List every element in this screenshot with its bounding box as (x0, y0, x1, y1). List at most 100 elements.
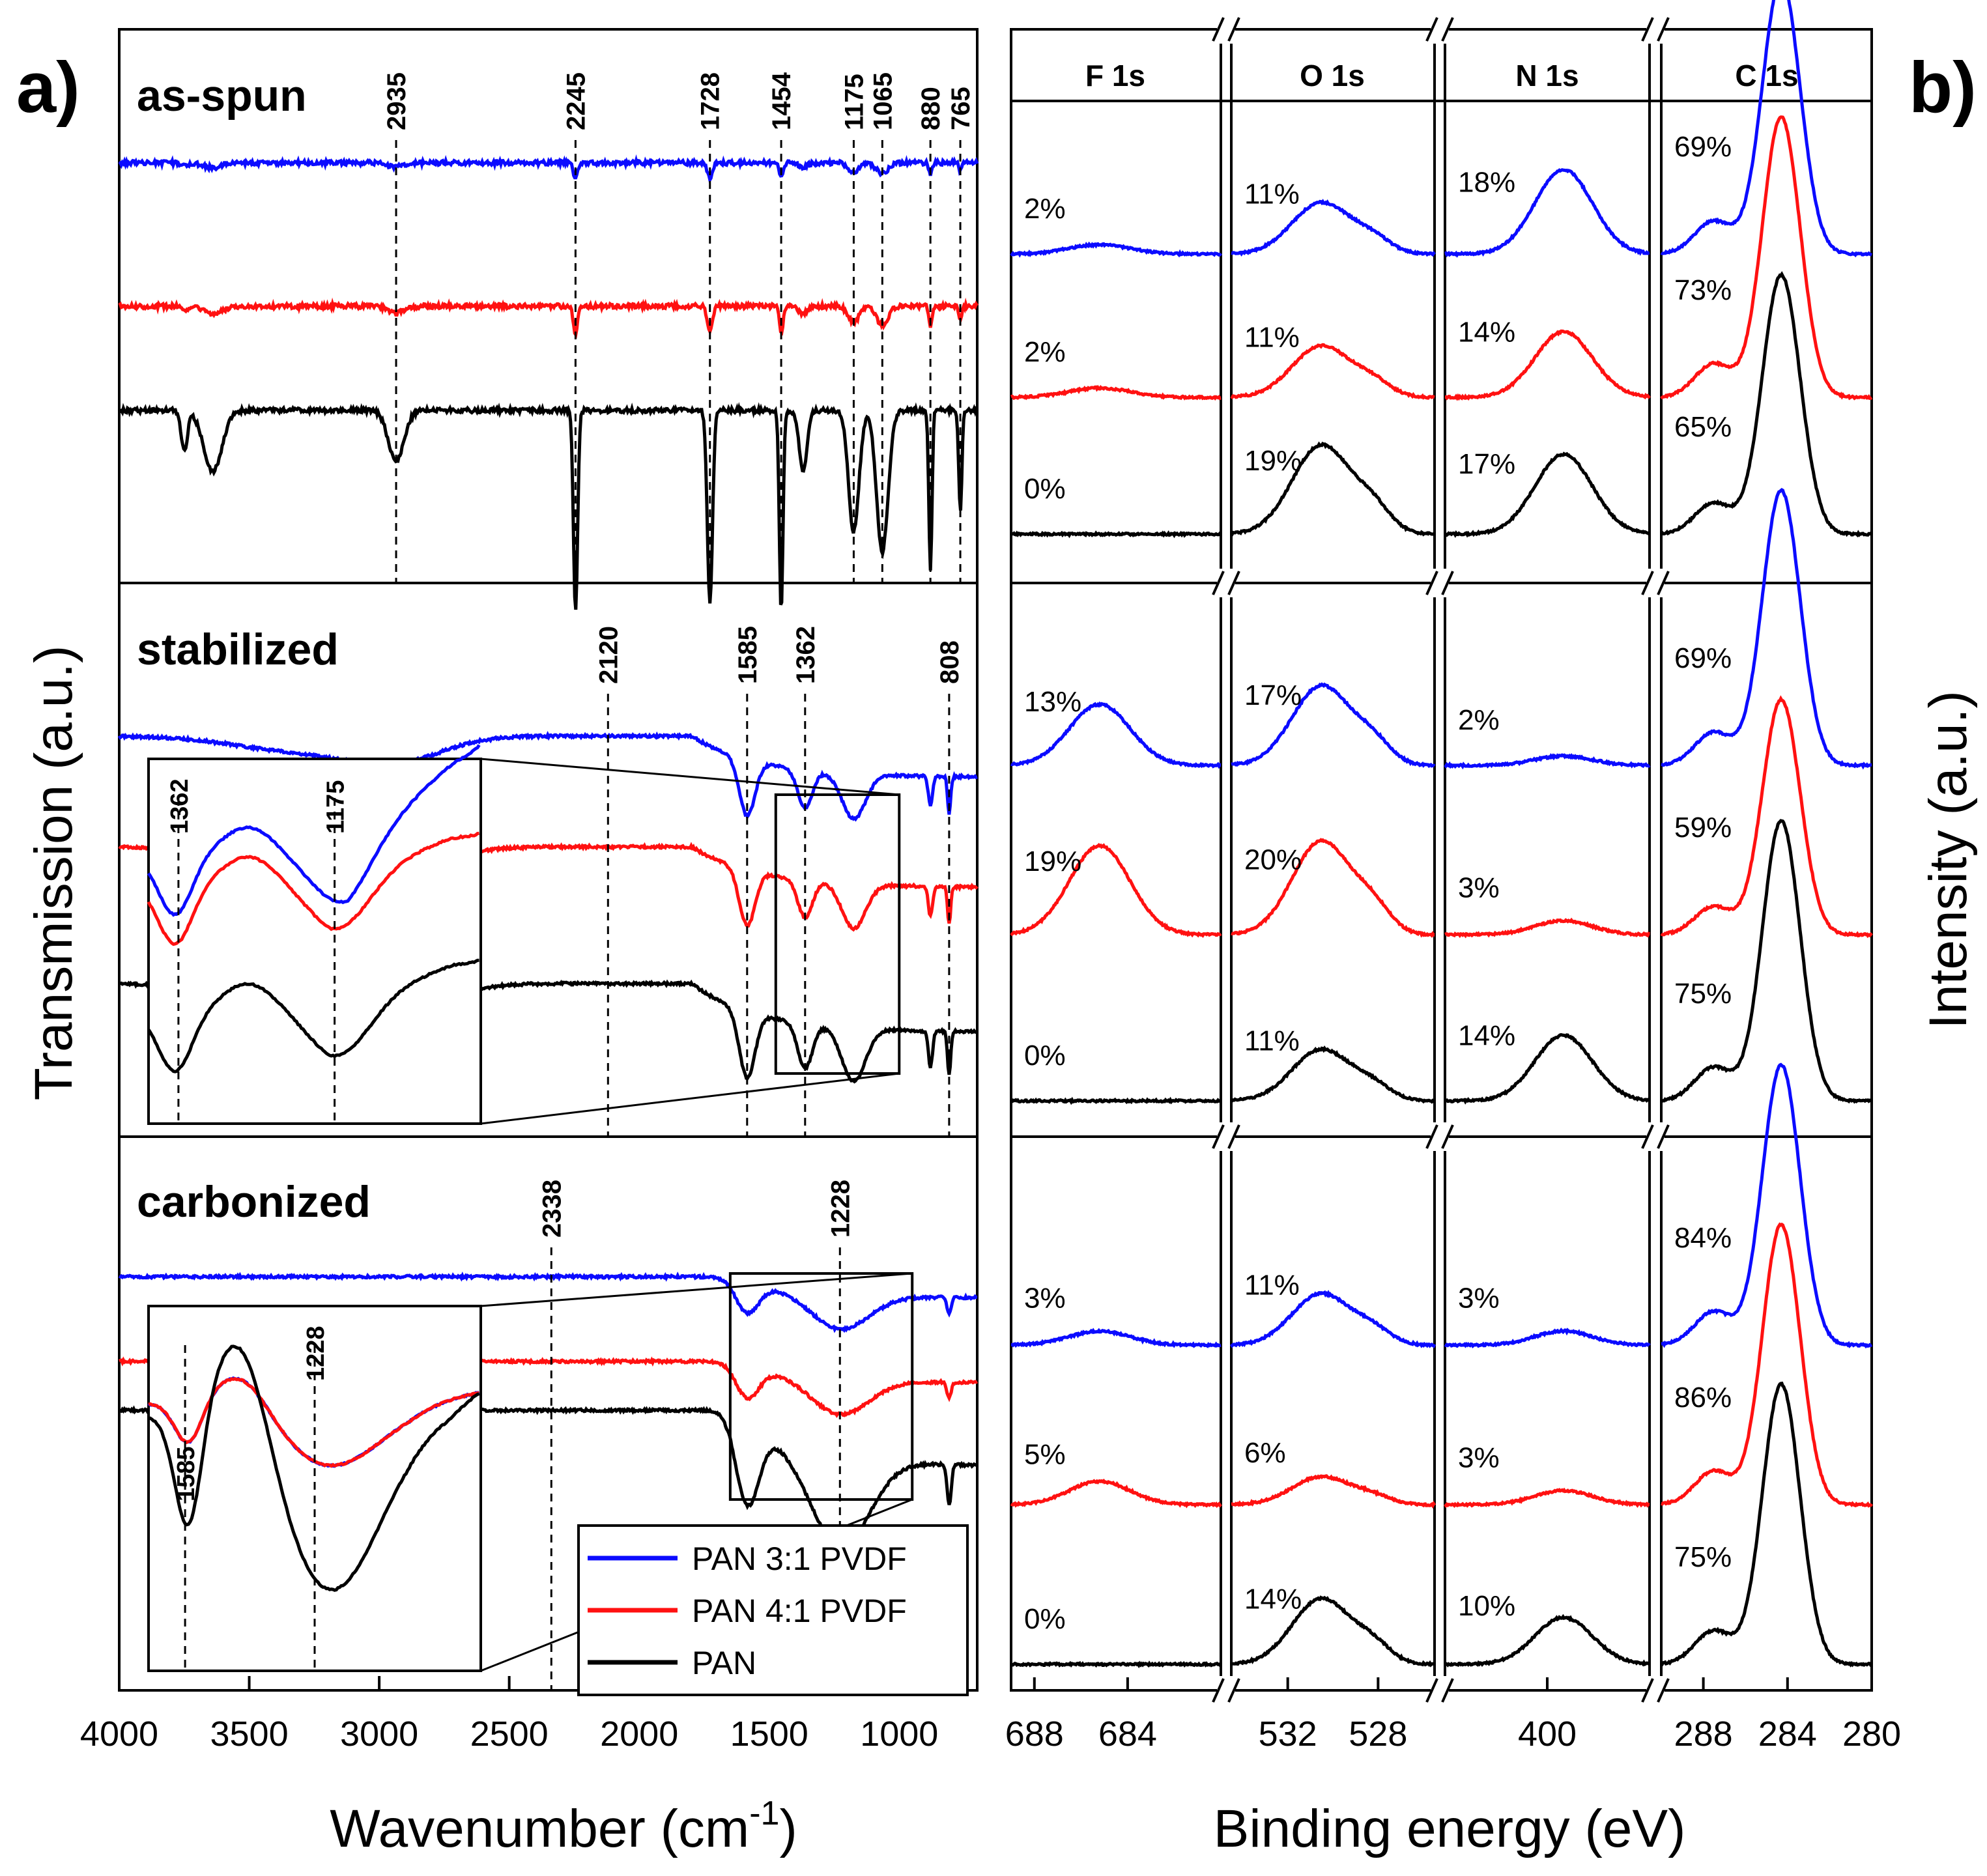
peak-marker-label: 1065 (868, 72, 897, 130)
atomic-percent-label: 2% (1458, 704, 1500, 736)
xps-line-n-1s-pan-4-1-pvdf (1443, 1487, 1650, 1509)
xps-line-o-1s-pan-4-1-pvdf (1230, 343, 1435, 400)
inset-marker-label: 1362 (166, 778, 193, 834)
inset-carbonized: 1228 1585 (147, 1305, 482, 1672)
xps-x-axis-label: Binding energy (eV) (1214, 1799, 1686, 1858)
ftir-frame (118, 28, 979, 1692)
axis-break-mark (1425, 17, 1438, 42)
atomic-percent-label: 19% (1024, 846, 1081, 877)
atomic-percent-label: 10% (1458, 1590, 1515, 1622)
axis-break-mark (1641, 1124, 1654, 1149)
ftir-line-pan-3-1-pvdf (118, 1272, 978, 1333)
xps-line-c-1s-pan-4-1-pvdf (1661, 1222, 1873, 1508)
panel-b-label: b) (1909, 48, 1977, 128)
atomic-percent-label: 69% (1674, 131, 1732, 163)
xps-line-f-1s-pan-4-1-pvdf (1010, 384, 1222, 401)
ftir-x-tick-label: 1000 (860, 1714, 938, 1754)
panel-a-label: a) (16, 48, 80, 128)
xps-stage-carbonized: 3% 5% 0% 11% 6% 14% 3% 3% 10% 84% 86% 75% (1010, 1062, 1873, 1669)
peak-marker-label: 765 (947, 87, 975, 130)
xps-x-tick-label: 400 (1518, 1714, 1577, 1754)
atomic-percent-label: 17% (1244, 679, 1302, 711)
axis-break-mark (1641, 17, 1654, 42)
xps-line-c-1s-pan-4-1-pvdf (1660, 115, 1873, 401)
xps-line-o-1s-pan-3-1-pvdf (1231, 199, 1436, 257)
axis-break-gap (1217, 1676, 1235, 1705)
xps-x-tick-label: 528 (1349, 1714, 1407, 1754)
atomic-percent-label: 17% (1458, 448, 1515, 480)
inset-marker-label: 1175 (322, 780, 350, 834)
peak-marker-label: 1228 (826, 1180, 855, 1238)
carbonized-zoom-box (728, 1272, 914, 1501)
panel-title-stabilized: stabilized (137, 625, 339, 674)
panel-title-as-spun: as-spun (137, 71, 307, 121)
xps-line-n-1s-pan-4-1-pvdf (1444, 917, 1651, 939)
ftir-x-tick-label: 2500 (470, 1714, 549, 1754)
atomic-percent-label: 3% (1458, 1282, 1500, 1314)
xps-line-o-1s-pan (1230, 1045, 1436, 1104)
peak-marker-label: 1175 (840, 74, 868, 130)
axis-break-mark (1227, 1678, 1240, 1703)
ftir-y-axis-label: Transmission (a.u.) (24, 646, 83, 1101)
axis-break-mark (1212, 571, 1225, 595)
xps-stage-stabilized: 13% 19% 0% 17% 20% 11% 2% 3% 14% 69% 59% 75% (1010, 488, 1873, 1105)
axis-break-gap (1431, 569, 1449, 597)
peak-marker-label: 880 (917, 87, 945, 130)
axis-break-gap (1646, 1676, 1665, 1705)
xps-line-n-1s-pan (1444, 451, 1650, 538)
atomic-percent-label: 2% (1024, 193, 1066, 225)
peak-marker-label: 2245 (562, 72, 590, 130)
atomic-percent-label: 14% (1458, 1020, 1515, 1052)
axis-break-gap (1217, 1122, 1235, 1151)
xps-line-f-1s-pan-4-1-pvdf (1010, 1479, 1222, 1509)
legend-label-pan: PAN (692, 1645, 756, 1681)
stabilized-zoom-box (774, 793, 901, 1075)
xps-x-tick-label: 688 (1005, 1714, 1064, 1754)
ftir-line-pan-4-1-pvdf (118, 297, 979, 339)
axis-break-mark (1441, 17, 1454, 42)
xps-line-f-1s-pan (1010, 530, 1222, 539)
atomic-percent-label: 11% (1244, 1025, 1300, 1057)
peak-marker-label: 1728 (696, 72, 725, 130)
inset-stabilized-box (147, 758, 482, 1125)
axis-break-gap (1217, 569, 1235, 597)
inset-marker-label: 1228 (302, 1326, 330, 1381)
atomic-percent-label: 14% (1458, 317, 1515, 348)
xps-header-o1s: O 1s (1300, 59, 1365, 92)
inset-line-pan (147, 958, 479, 1073)
atomic-percent-label: 75% (1674, 1541, 1732, 1573)
xps-line-c-1s-pan (1660, 1381, 1872, 1668)
inset-line-pan-3-1-pvdf (147, 744, 481, 917)
atomic-percent-label: 19% (1244, 445, 1302, 477)
xps-line-f-1s-pan-3-1-pvdf (1010, 1328, 1222, 1348)
axis-break-mark (1425, 1678, 1438, 1703)
axis-break-gap (1646, 1122, 1665, 1151)
atomic-percent-label: 59% (1674, 812, 1732, 844)
axis-break-mark (1425, 571, 1438, 595)
axis-break-gap (1646, 15, 1665, 44)
xps-line-o-1s-pan-4-1-pvdf (1231, 838, 1435, 938)
axis-break-mark (1212, 1678, 1225, 1703)
atomic-percent-label: 6% (1244, 1437, 1286, 1469)
xps-line-c-1s-pan-4-1-pvdf (1660, 695, 1873, 939)
xps-y-axis-label: Intensity (a.u.) (1919, 690, 1978, 1029)
peak-marker-label: 808 (936, 640, 964, 684)
panel-title-carbonized: carbonized (137, 1177, 371, 1227)
xps-line-o-1s-pan-3-1-pvdf (1229, 1290, 1437, 1348)
stabilized-connector (480, 1072, 900, 1125)
atomic-percent-label: 0% (1024, 1603, 1066, 1635)
axis-break-mark (1657, 571, 1670, 595)
xps-x-tick-label: 280 (1842, 1714, 1901, 1754)
ftir-x-tick-label: 3000 (340, 1714, 418, 1754)
atomic-percent-label: 0% (1024, 1040, 1066, 1072)
xps-line-n-1s-pan-3-1-pvdf (1444, 168, 1650, 258)
atomic-percent-label: 11% (1244, 178, 1300, 210)
ftir-plot: 4000 3500 3000 2500 2000 1500 1000 2935 2245 1728… (80, 28, 979, 1754)
axis-break-mark (1641, 571, 1654, 595)
atomic-percent-label: 3% (1458, 1442, 1500, 1473)
xps-stage-as-spun: 2% 2% 0% 11% 11% 19% 18% 14% 17% 69% 73% 65% (1010, 0, 1873, 539)
xps-header-f1s: F 1s (1085, 59, 1145, 92)
atomic-percent-label: 69% (1674, 642, 1732, 674)
xps-x-tick-label: 288 (1674, 1714, 1733, 1754)
